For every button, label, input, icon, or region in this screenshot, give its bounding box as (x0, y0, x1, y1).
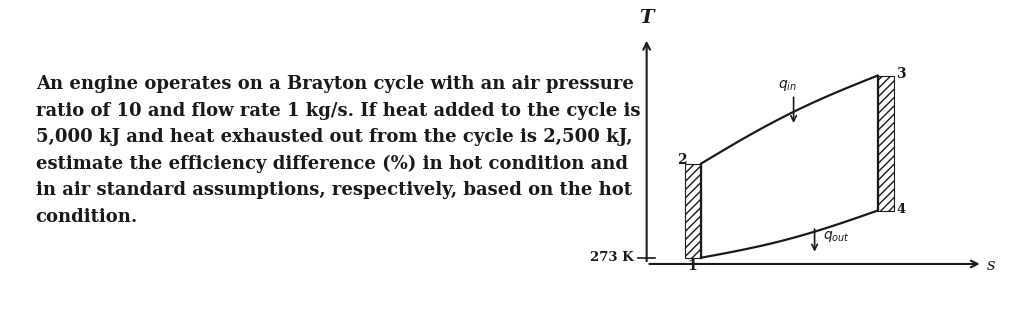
Text: $q_{in}$: $q_{in}$ (778, 78, 797, 93)
Text: 273 K: 273 K (590, 251, 634, 264)
Text: $q_{out}$: $q_{out}$ (823, 230, 850, 244)
Text: 2: 2 (677, 153, 686, 167)
Bar (878, 76, 894, 211)
Text: s: s (987, 257, 995, 274)
Text: An engine operates on a Brayton cycle with an air pressure
ratio of 10 and flow : An engine operates on a Brayton cycle wi… (36, 75, 640, 226)
Text: 3: 3 (896, 67, 906, 81)
Text: 1: 1 (687, 259, 697, 273)
Text: 4: 4 (896, 202, 905, 215)
Bar (685, 164, 701, 258)
Text: T: T (639, 9, 654, 27)
